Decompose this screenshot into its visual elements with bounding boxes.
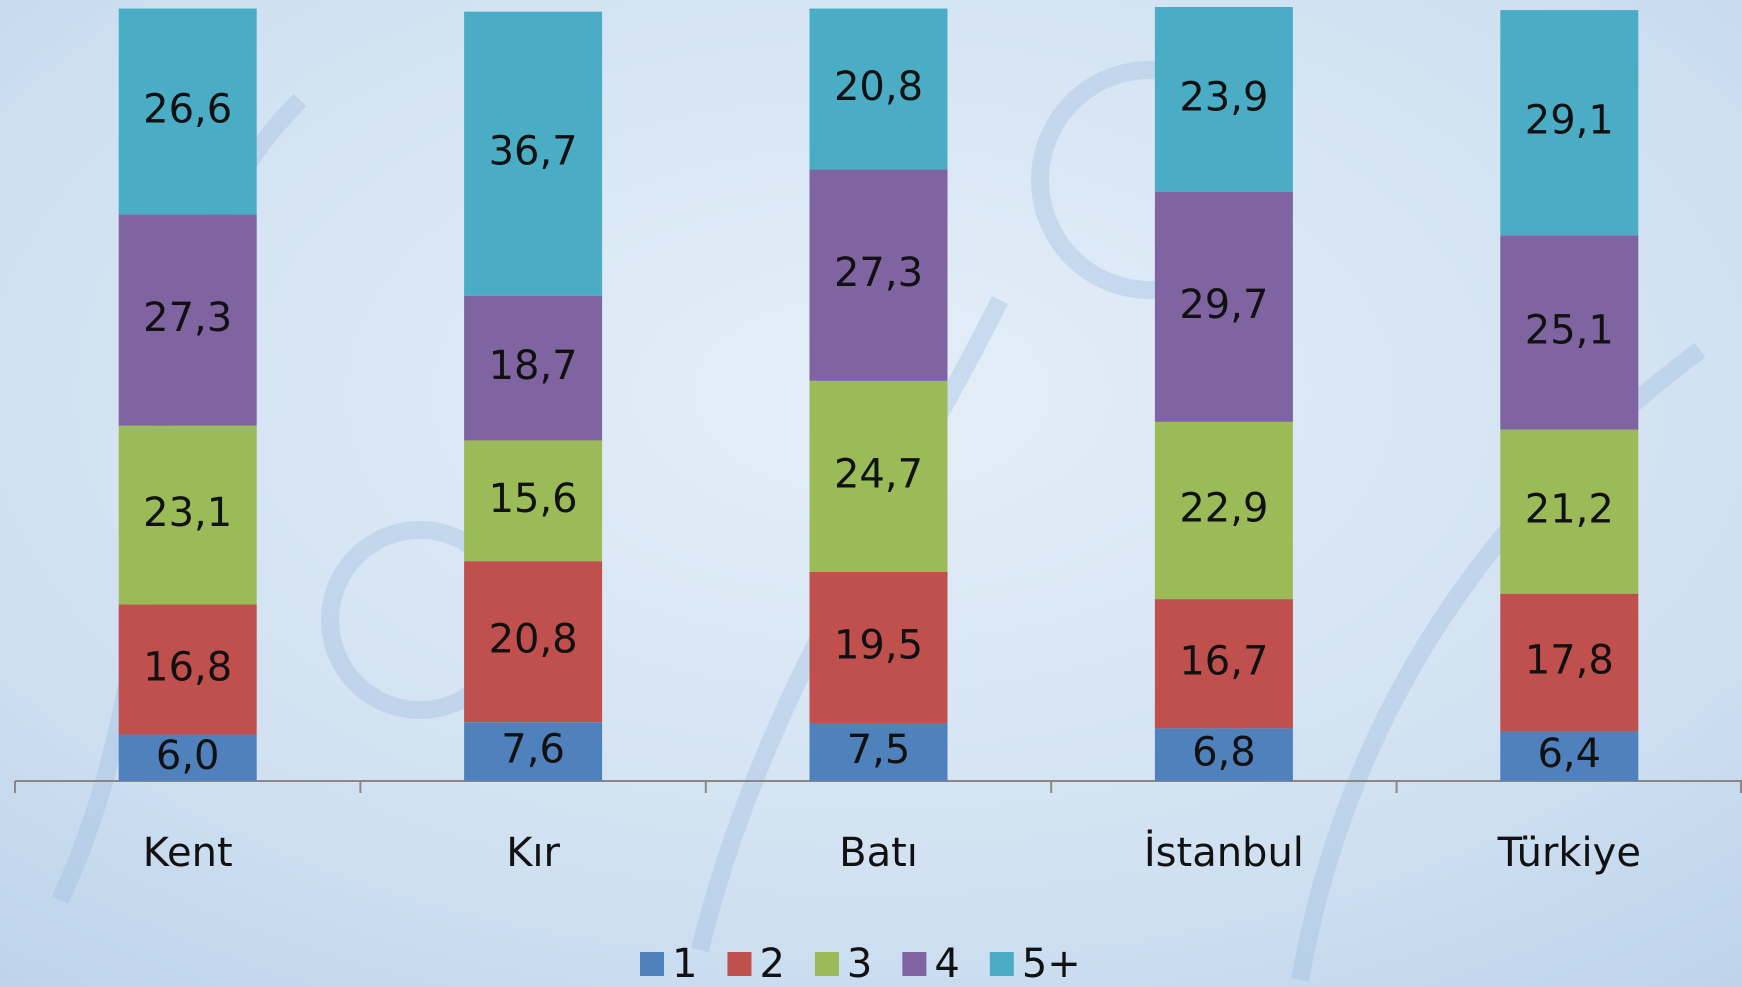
data-label: 27,3 bbox=[834, 250, 923, 296]
data-label: 25,1 bbox=[1525, 307, 1614, 353]
data-label: 26,6 bbox=[143, 86, 232, 132]
legend-label: 5+ bbox=[1022, 941, 1081, 987]
data-label: 7,6 bbox=[501, 727, 565, 773]
data-label: 19,5 bbox=[834, 622, 923, 668]
x-tick-label: Kent bbox=[143, 830, 233, 876]
data-label: 6,8 bbox=[1192, 730, 1256, 776]
data-label: 21,2 bbox=[1525, 487, 1614, 533]
legend-swatch bbox=[727, 952, 751, 976]
data-label: 23,1 bbox=[143, 490, 232, 536]
data-label: 29,7 bbox=[1179, 282, 1268, 328]
data-label: 16,8 bbox=[143, 645, 232, 691]
data-label: 24,7 bbox=[834, 451, 923, 497]
legend-swatch bbox=[815, 952, 839, 976]
x-tick-label: İstanbul bbox=[1144, 828, 1304, 876]
data-label: 27,3 bbox=[143, 295, 232, 341]
x-tick-label: Batı bbox=[839, 830, 918, 876]
data-label: 20,8 bbox=[489, 617, 578, 663]
page: 6,016,823,127,326,6Kent7,620,815,618,736… bbox=[0, 0, 1742, 987]
legend-swatch bbox=[640, 952, 664, 976]
data-label: 6,4 bbox=[1537, 731, 1601, 777]
legend-label: 4 bbox=[934, 941, 959, 987]
data-label: 29,1 bbox=[1525, 98, 1614, 144]
data-label: 15,6 bbox=[489, 476, 578, 522]
data-label: 17,8 bbox=[1525, 638, 1614, 684]
data-label: 23,9 bbox=[1179, 74, 1268, 120]
data-label: 7,5 bbox=[847, 727, 911, 773]
data-label: 16,7 bbox=[1179, 639, 1268, 685]
data-label: 20,8 bbox=[834, 64, 923, 110]
legend-swatch bbox=[990, 952, 1014, 976]
data-label: 6,0 bbox=[156, 733, 220, 779]
legend-swatch bbox=[902, 952, 926, 976]
legend-label: 2 bbox=[759, 941, 784, 987]
legend-label: 1 bbox=[672, 941, 697, 987]
chart: 6,016,823,127,326,6Kent7,620,815,618,736… bbox=[0, 0, 1742, 987]
x-tick-label: Türkiye bbox=[1497, 830, 1641, 876]
x-tick-label: Kır bbox=[506, 830, 560, 876]
data-label: 22,9 bbox=[1179, 485, 1268, 531]
legend-label: 3 bbox=[847, 941, 872, 987]
data-label: 36,7 bbox=[489, 129, 578, 175]
data-label: 18,7 bbox=[489, 343, 578, 389]
